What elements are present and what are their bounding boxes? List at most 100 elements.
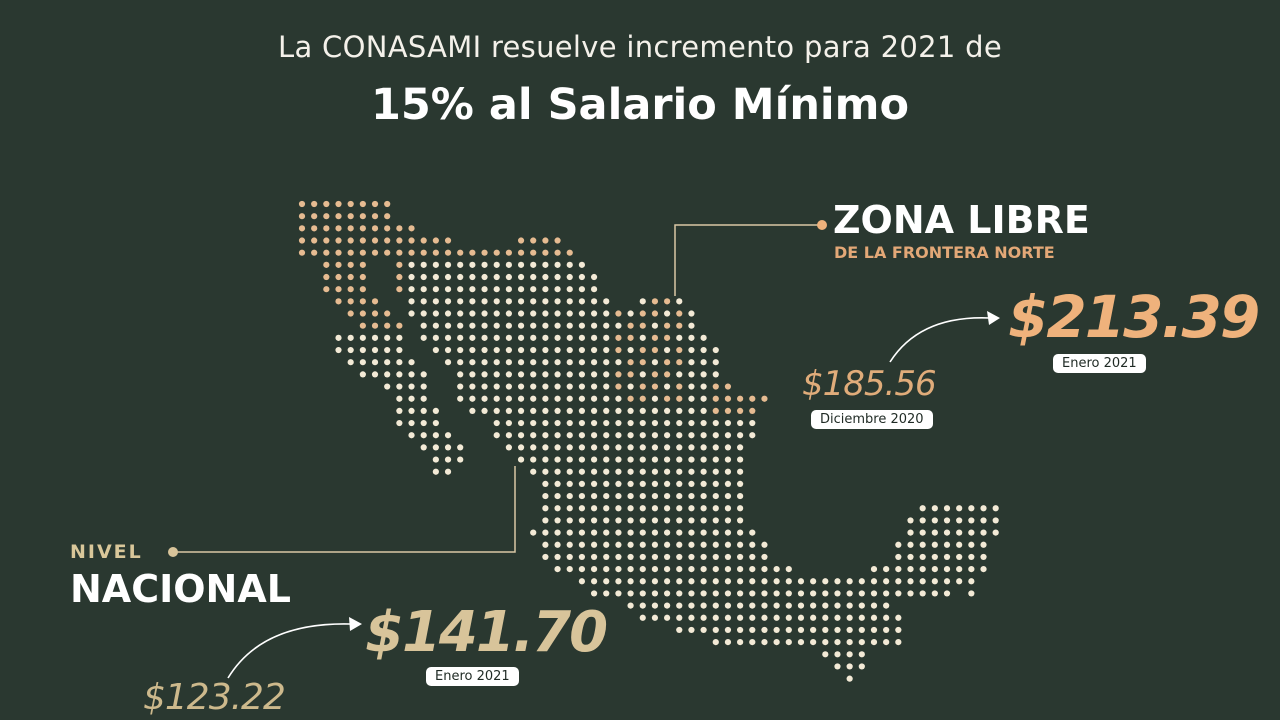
map-dot [664,480,671,488]
map-dot [651,578,659,585]
map-dot [566,334,573,341]
map-dot [700,590,707,597]
map-dot [968,505,975,512]
map-dot [627,395,634,402]
map-dot [992,505,999,512]
map-dot [627,566,634,573]
map-dot [347,298,354,305]
map-dot [931,505,938,512]
map-dot [968,529,975,536]
map-dot [432,261,439,268]
zona-arrow-icon [889,317,991,363]
map-dot [408,249,415,256]
map-dot [785,626,792,634]
map-dot [737,444,744,451]
map-dot [749,432,756,439]
map-dot [347,261,354,268]
map-dot [627,590,634,597]
map-dot [651,346,659,354]
map-dot [517,395,525,402]
map-dot [919,529,926,536]
map-dot [724,468,732,475]
map-dot [664,334,671,341]
map-dot [554,359,561,366]
map-dot [931,517,938,524]
map-dot [566,286,573,293]
zona-libre-title: ZONA LIBRE [833,198,1090,242]
map-dot [590,298,598,305]
map-dot [712,614,719,621]
map-dot [457,286,464,293]
map-dot [517,261,525,268]
map-dot [724,639,732,646]
map-dot [651,444,659,451]
map-dot [956,553,963,561]
map-dot [384,225,391,232]
map-dot [615,359,622,366]
map-dot [542,334,549,341]
map-dot [688,334,695,341]
map-dot [676,602,683,609]
map-dot [311,225,318,232]
map-dot [469,334,476,341]
map-dot [797,602,805,609]
map-dot [469,346,476,354]
map-dot [724,432,732,439]
map-dot [323,261,330,268]
zona-connector-line [674,224,822,296]
zona-previous-date-badge: Diciembre 2020 [811,410,933,429]
map-dot [700,468,707,475]
map-dot [481,359,488,366]
map-dot [444,322,452,329]
map-dot [797,626,805,634]
map-dot [651,553,659,561]
map-dot [919,590,926,597]
map-dot [761,590,768,597]
map-dot [347,286,354,293]
zona-connector-dot [817,220,827,230]
map-dot [688,407,695,414]
map-dot [517,419,525,427]
map-dot [919,517,926,524]
map-dot [590,517,598,524]
map-dot [615,505,622,512]
map-dot [384,237,391,244]
map-dot [481,298,488,305]
map-dot [542,346,549,354]
map-dot [432,237,439,244]
map-dot [530,286,537,293]
map-dot [700,456,707,463]
map-dot [505,249,512,256]
map-dot [676,310,683,317]
map-dot [712,553,719,561]
map-dot [578,371,586,378]
map-dot [323,225,330,232]
map-dot [846,602,853,609]
map-dot [651,407,659,414]
map-dot [578,407,586,414]
map-dot [737,590,744,597]
map-dot [700,395,707,402]
map-dot [590,432,598,439]
map-dot [737,566,744,573]
map-dot [603,541,610,548]
map-dot [408,432,415,439]
map-dot [943,590,951,597]
map-dot [956,529,963,536]
map-dot [785,590,792,597]
map-dot [566,541,573,548]
map-dot [834,602,841,609]
map-dot [578,480,586,488]
map-dot [335,334,342,341]
map-dot [408,237,415,244]
map-dot [590,444,598,451]
map-dot [359,286,366,293]
map-dot [578,273,586,281]
map-dot [627,492,634,500]
map-dot [590,456,598,463]
map-dot [335,225,342,232]
map-dot [737,529,744,536]
map-dot [566,359,573,366]
map-dot [615,456,622,463]
map-dot [493,310,500,317]
